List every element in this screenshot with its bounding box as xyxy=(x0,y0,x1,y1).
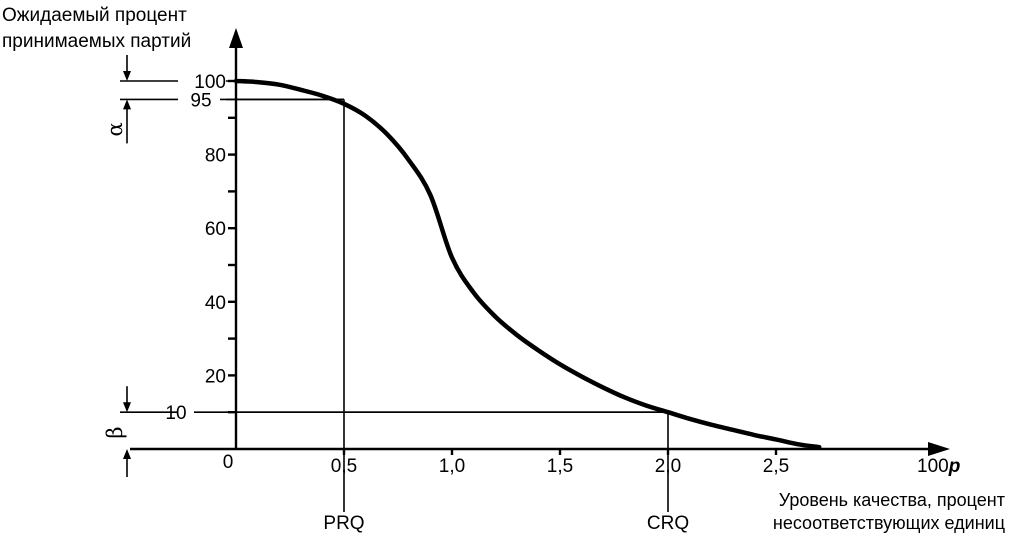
y-tick-label-100: 100 xyxy=(194,72,226,93)
x-tick-label: 2,5 xyxy=(763,456,789,477)
x-axis-end-label: 100p xyxy=(917,456,960,477)
y-axis-label-line2: принимаемых партий xyxy=(2,31,191,52)
y-ticks: 20 40 60 80 100 xyxy=(194,72,236,414)
y-label-100-bg xyxy=(178,70,226,92)
alpha-label: α xyxy=(103,122,127,136)
alpha-arrow-top-head xyxy=(123,71,131,81)
x-axis-label-line2: несоответствующих единиц xyxy=(773,513,1005,533)
y-axis-label-line1: Ожидаемый процент xyxy=(2,5,187,26)
crq-label: CRQ xyxy=(647,513,689,534)
prq-label: PRQ xyxy=(323,513,364,534)
x-axis-arrow xyxy=(928,442,950,456)
y-tick-label: 40 xyxy=(205,293,226,314)
x-tick-label: 1,5 xyxy=(547,456,573,477)
beta-label: β xyxy=(103,427,127,439)
x-ticks: 0,5 1,0 1,5 2,0 2,5 xyxy=(331,449,789,477)
y-tick-label: 80 xyxy=(205,146,226,167)
alpha-arrow-bottom-head xyxy=(123,99,131,110)
y-tick-label: 20 xyxy=(205,366,226,387)
y-tick-label: 60 xyxy=(205,219,226,240)
y-label-95-bg xyxy=(178,88,226,111)
x-tick-label: 1,0 xyxy=(439,456,465,477)
y-value-10-label: 10 xyxy=(165,403,186,424)
origin-label: 0 xyxy=(223,452,234,473)
x-axis-end-variable: p xyxy=(948,456,961,477)
alpha-beta-markers: αβ xyxy=(103,55,131,477)
oc-curve-line xyxy=(233,78,822,450)
x-axis-end-number: 100 xyxy=(917,456,949,477)
x-axis-label-line1: Уровень качества, процент xyxy=(779,490,1005,510)
y-axis-arrow xyxy=(229,28,243,48)
beta-arrow-bottom-head xyxy=(123,449,131,459)
y-value-95-label: 95 xyxy=(190,90,211,111)
beta-arrow-top-head xyxy=(123,402,131,413)
